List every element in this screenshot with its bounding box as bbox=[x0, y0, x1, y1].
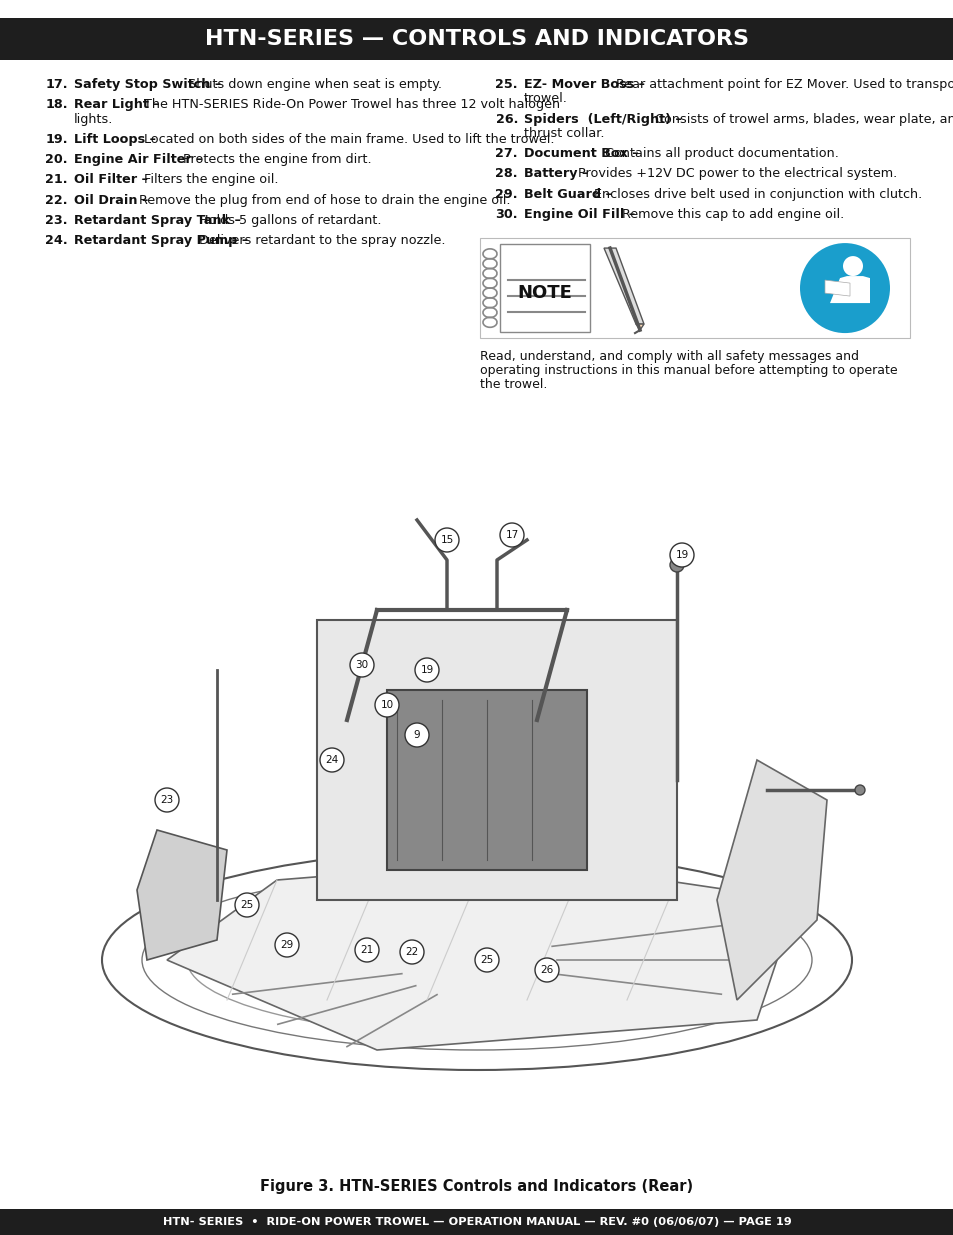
Circle shape bbox=[854, 785, 864, 795]
Text: Located on both sides of the main frame. Used to lift the trowel.: Located on both sides of the main frame.… bbox=[140, 133, 554, 146]
Text: EZ- Mover Boss –: EZ- Mover Boss – bbox=[523, 78, 644, 91]
FancyBboxPatch shape bbox=[316, 620, 677, 900]
Circle shape bbox=[350, 653, 374, 677]
Text: Rear attachment point for EZ Mover. Used to transport the: Rear attachment point for EZ Mover. Used… bbox=[612, 78, 953, 91]
Text: Spiders  (Left/Right) –: Spiders (Left/Right) – bbox=[523, 112, 681, 126]
Circle shape bbox=[319, 748, 344, 772]
Text: thrust collar.: thrust collar. bbox=[523, 127, 604, 140]
Text: Protects the engine from dirt.: Protects the engine from dirt. bbox=[179, 153, 371, 165]
Text: Shuts down engine when seat is empty.: Shuts down engine when seat is empty. bbox=[184, 78, 442, 91]
Circle shape bbox=[375, 693, 398, 718]
Circle shape bbox=[234, 893, 258, 918]
Circle shape bbox=[842, 256, 862, 277]
Text: 25: 25 bbox=[480, 955, 493, 965]
Circle shape bbox=[499, 522, 523, 547]
Text: Oil Drain –: Oil Drain – bbox=[74, 194, 148, 206]
Text: Document Box –: Document Box – bbox=[523, 147, 638, 161]
Text: 25.: 25. bbox=[495, 78, 517, 91]
Text: The HTN-SERIES Ride-On Power Trowel has three 12 volt halogen: The HTN-SERIES Ride-On Power Trowel has … bbox=[140, 99, 559, 111]
Text: 10: 10 bbox=[380, 700, 394, 710]
Text: 25: 25 bbox=[240, 900, 253, 910]
Bar bbox=[387, 690, 586, 869]
Polygon shape bbox=[717, 760, 826, 1000]
Polygon shape bbox=[829, 277, 869, 303]
Text: 30: 30 bbox=[355, 659, 368, 671]
Text: 26: 26 bbox=[539, 965, 553, 974]
Text: the trowel.: the trowel. bbox=[479, 378, 547, 391]
Text: Provides +12V DC power to the electrical system.: Provides +12V DC power to the electrical… bbox=[573, 167, 896, 180]
Circle shape bbox=[415, 658, 438, 682]
Text: Remove the plug from end of hose to drain the engine oil.: Remove the plug from end of hose to drai… bbox=[134, 194, 510, 206]
Text: Engine Air Filter –: Engine Air Filter – bbox=[74, 153, 202, 165]
Text: 20.: 20. bbox=[46, 153, 68, 165]
Text: 22.: 22. bbox=[46, 194, 68, 206]
Bar bbox=[479, 238, 909, 338]
Text: 19: 19 bbox=[675, 550, 688, 559]
Circle shape bbox=[405, 722, 429, 747]
Text: 22: 22 bbox=[405, 947, 418, 957]
Circle shape bbox=[535, 958, 558, 982]
Circle shape bbox=[274, 932, 298, 957]
Text: Belt Guard –: Belt Guard – bbox=[523, 188, 611, 200]
Text: Engine Oil Fill –: Engine Oil Fill – bbox=[523, 207, 635, 221]
Bar bbox=[0, 1209, 953, 1235]
Text: Encloses drive belt used in conjunction with clutch.: Encloses drive belt used in conjunction … bbox=[590, 188, 922, 200]
Text: Contains all product documentation.: Contains all product documentation. bbox=[600, 147, 839, 161]
Text: HTN-SERIES — CONTROLS AND INDICATORS: HTN-SERIES — CONTROLS AND INDICATORS bbox=[205, 28, 748, 49]
Text: 17.: 17. bbox=[46, 78, 68, 91]
Text: 19: 19 bbox=[420, 664, 434, 676]
Text: 21: 21 bbox=[360, 945, 374, 955]
Text: Lift Loops –: Lift Loops – bbox=[74, 133, 155, 146]
Text: Consists of trowel arms, blades, wear plate, and: Consists of trowel arms, blades, wear pl… bbox=[650, 112, 953, 126]
Text: Filters the engine oil.: Filters the engine oil. bbox=[140, 173, 278, 186]
Text: Delivers retardant to the spray nozzle.: Delivers retardant to the spray nozzle. bbox=[195, 235, 445, 247]
Text: 24.: 24. bbox=[46, 235, 68, 247]
Text: 19.: 19. bbox=[46, 133, 68, 146]
Text: trowel.: trowel. bbox=[523, 93, 567, 105]
Text: 15: 15 bbox=[440, 535, 453, 545]
Circle shape bbox=[800, 243, 889, 333]
Text: 28.: 28. bbox=[495, 167, 517, 180]
Text: 26.: 26. bbox=[496, 112, 517, 126]
Text: 24: 24 bbox=[325, 755, 338, 764]
Polygon shape bbox=[603, 248, 643, 324]
Text: 29: 29 bbox=[280, 940, 294, 950]
Text: Retardant Spray Tank –: Retardant Spray Tank – bbox=[74, 214, 240, 227]
Text: 21.: 21. bbox=[46, 173, 68, 186]
Circle shape bbox=[355, 939, 378, 962]
Text: Rear Light –: Rear Light – bbox=[74, 99, 159, 111]
Polygon shape bbox=[167, 860, 796, 1050]
Polygon shape bbox=[636, 324, 643, 330]
Circle shape bbox=[669, 543, 693, 567]
Text: 23: 23 bbox=[160, 795, 173, 805]
Text: 18.: 18. bbox=[46, 99, 68, 111]
Text: 9: 9 bbox=[414, 730, 420, 740]
Circle shape bbox=[399, 940, 423, 965]
Text: Safety Stop Switch –: Safety Stop Switch – bbox=[74, 78, 221, 91]
Text: Figure 3. HTN-SERIES Controls and Indicators (Rear): Figure 3. HTN-SERIES Controls and Indica… bbox=[260, 1179, 693, 1194]
Text: 27.: 27. bbox=[495, 147, 517, 161]
Text: Battery –: Battery – bbox=[523, 167, 588, 180]
Bar bbox=[0, 19, 953, 61]
Text: Retardant Spray Pump –: Retardant Spray Pump – bbox=[74, 235, 248, 247]
Text: lights.: lights. bbox=[74, 112, 113, 126]
Text: 23.: 23. bbox=[46, 214, 68, 227]
Circle shape bbox=[669, 558, 683, 572]
Text: HTN- SERIES  •  RIDE-ON POWER TROWEL — OPERATION MANUAL — REV. #0 (06/06/07) — P: HTN- SERIES • RIDE-ON POWER TROWEL — OPE… bbox=[162, 1216, 791, 1228]
Text: Oil Filter –: Oil Filter – bbox=[74, 173, 148, 186]
Text: Read, understand, and comply with all safety messages and: Read, understand, and comply with all sa… bbox=[479, 350, 858, 363]
Text: 17: 17 bbox=[505, 530, 518, 540]
Circle shape bbox=[435, 529, 458, 552]
Circle shape bbox=[154, 788, 179, 811]
Text: 30.: 30. bbox=[495, 207, 517, 221]
Bar bbox=[499, 245, 589, 332]
Polygon shape bbox=[824, 280, 849, 296]
Circle shape bbox=[475, 948, 498, 972]
Text: NOTE: NOTE bbox=[517, 284, 572, 303]
Polygon shape bbox=[137, 830, 227, 960]
Text: operating instructions in this manual before attempting to operate: operating instructions in this manual be… bbox=[479, 364, 897, 377]
Text: Holds 5 gallons of retardant.: Holds 5 gallons of retardant. bbox=[195, 214, 381, 227]
Text: Remove this cap to add engine oil.: Remove this cap to add engine oil. bbox=[618, 207, 843, 221]
Text: 29.: 29. bbox=[495, 188, 517, 200]
